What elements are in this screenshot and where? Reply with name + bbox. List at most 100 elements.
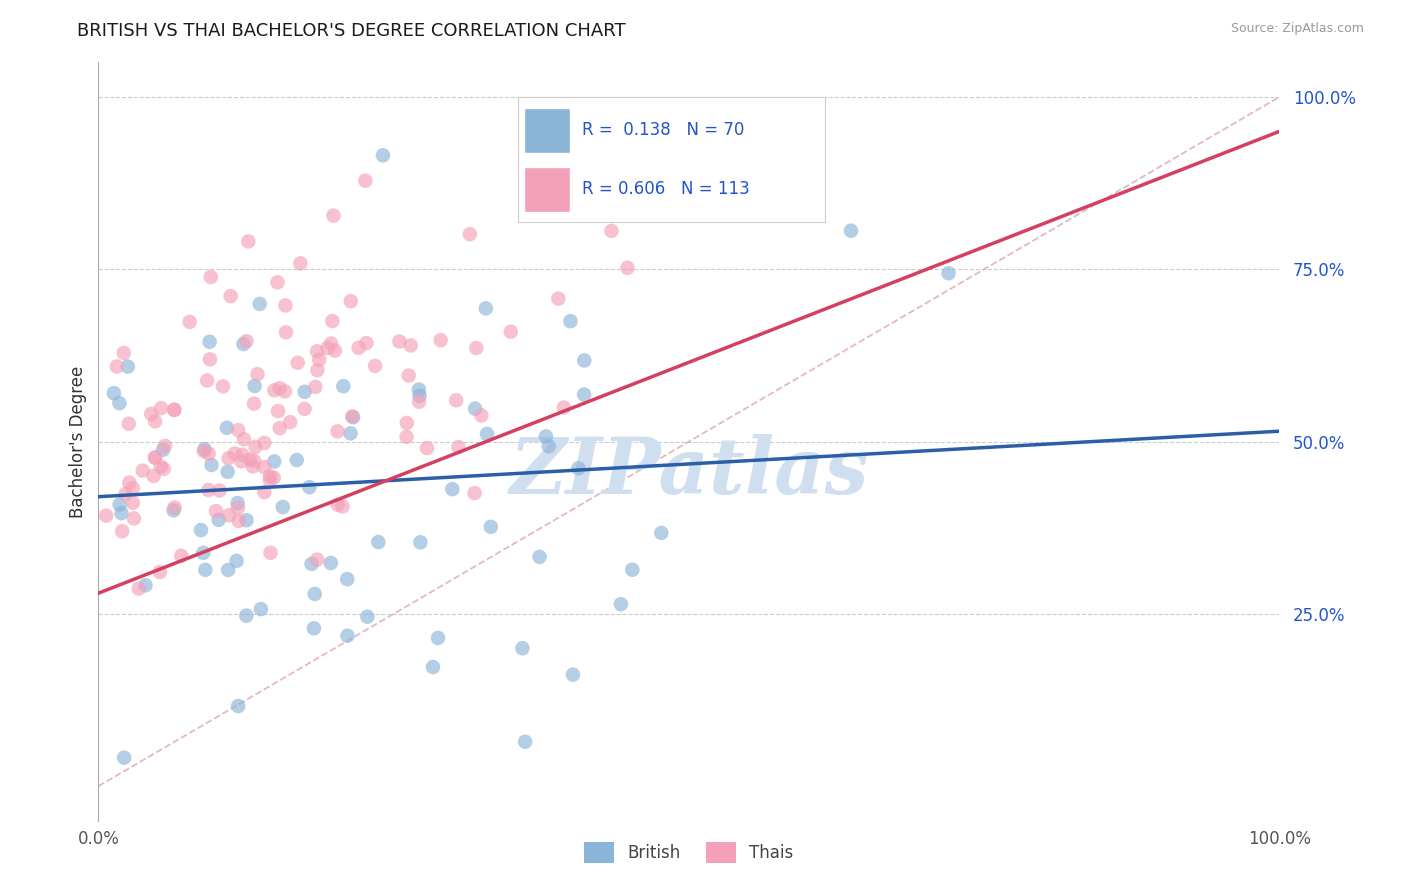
Point — [232, 337, 254, 351]
Point — [356, 336, 378, 351]
Point — [553, 401, 575, 415]
Point — [141, 407, 163, 421]
Point — [371, 148, 394, 162]
Text: BRITISH VS THAI BACHELOR'S DEGREE CORRELATION CHART: BRITISH VS THAI BACHELOR'S DEGREE CORREL… — [77, 22, 626, 40]
Point — [208, 483, 231, 498]
Point — [512, 641, 534, 656]
Point — [621, 563, 644, 577]
Point — [364, 359, 387, 373]
Point — [207, 513, 229, 527]
Point — [447, 440, 470, 454]
Point — [259, 469, 281, 483]
Point — [409, 535, 432, 549]
Point — [226, 496, 249, 510]
Point — [938, 266, 960, 280]
Point — [246, 367, 269, 381]
Point — [143, 450, 166, 465]
Point — [572, 387, 595, 401]
Point — [231, 448, 253, 462]
Point — [395, 416, 418, 430]
Point — [650, 525, 672, 540]
Point — [132, 464, 155, 478]
Point — [336, 572, 359, 586]
Point — [285, 453, 308, 467]
Point — [479, 520, 502, 534]
Point — [339, 426, 361, 441]
Point — [839, 224, 862, 238]
Point — [150, 401, 173, 416]
Point — [578, 156, 600, 170]
Point — [356, 609, 378, 624]
Point — [226, 501, 249, 516]
Point — [163, 402, 186, 417]
Point — [537, 439, 560, 453]
Point — [308, 352, 330, 367]
Point — [194, 563, 217, 577]
Point — [215, 421, 238, 435]
Point — [408, 389, 430, 403]
Point — [179, 315, 201, 329]
Point — [267, 404, 290, 418]
Point — [218, 508, 240, 523]
Point — [342, 410, 364, 425]
Point — [228, 514, 250, 528]
Point — [243, 397, 266, 411]
Point — [342, 409, 364, 424]
Point — [152, 442, 174, 457]
Point — [263, 384, 285, 398]
Point — [239, 452, 262, 467]
Point — [235, 608, 257, 623]
Point — [243, 379, 266, 393]
Point — [332, 500, 354, 514]
Point — [197, 483, 219, 497]
Text: ZIPatlas: ZIPatlas — [509, 434, 869, 510]
Point — [112, 346, 135, 360]
Point — [193, 444, 215, 458]
Point — [395, 430, 418, 444]
Point — [217, 563, 239, 577]
Legend: British, Thais: British, Thais — [578, 836, 800, 869]
Point — [332, 379, 354, 393]
Point — [302, 621, 325, 635]
Point — [263, 454, 285, 468]
Point — [142, 468, 165, 483]
Point — [128, 582, 150, 596]
Point — [574, 353, 596, 368]
Point — [307, 363, 329, 377]
Point — [111, 524, 134, 539]
Point — [326, 425, 349, 439]
Point — [388, 334, 411, 349]
Point — [143, 450, 166, 465]
Point — [610, 597, 633, 611]
Point — [427, 631, 450, 645]
Point — [253, 435, 276, 450]
Point — [290, 256, 312, 270]
Point — [274, 298, 297, 312]
Point — [278, 415, 301, 429]
Point — [354, 174, 377, 188]
Point — [108, 396, 131, 410]
Point — [163, 402, 186, 417]
Point — [228, 423, 250, 437]
Point — [112, 750, 135, 764]
Point — [249, 297, 271, 311]
Point — [190, 523, 212, 537]
Point — [398, 368, 420, 383]
Point — [114, 487, 136, 501]
Point — [110, 506, 132, 520]
Point — [105, 359, 128, 374]
Point — [224, 446, 246, 460]
Point — [118, 475, 141, 490]
Point — [305, 344, 328, 359]
Point — [274, 384, 297, 399]
Point — [408, 383, 430, 397]
Point — [263, 471, 285, 485]
Y-axis label: Bachelor's Degree: Bachelor's Degree — [69, 366, 87, 517]
Point — [195, 374, 218, 388]
Point — [219, 289, 242, 303]
Point — [163, 500, 186, 515]
Point — [235, 513, 257, 527]
Point — [529, 549, 551, 564]
Point — [429, 333, 451, 347]
Point — [271, 500, 294, 514]
